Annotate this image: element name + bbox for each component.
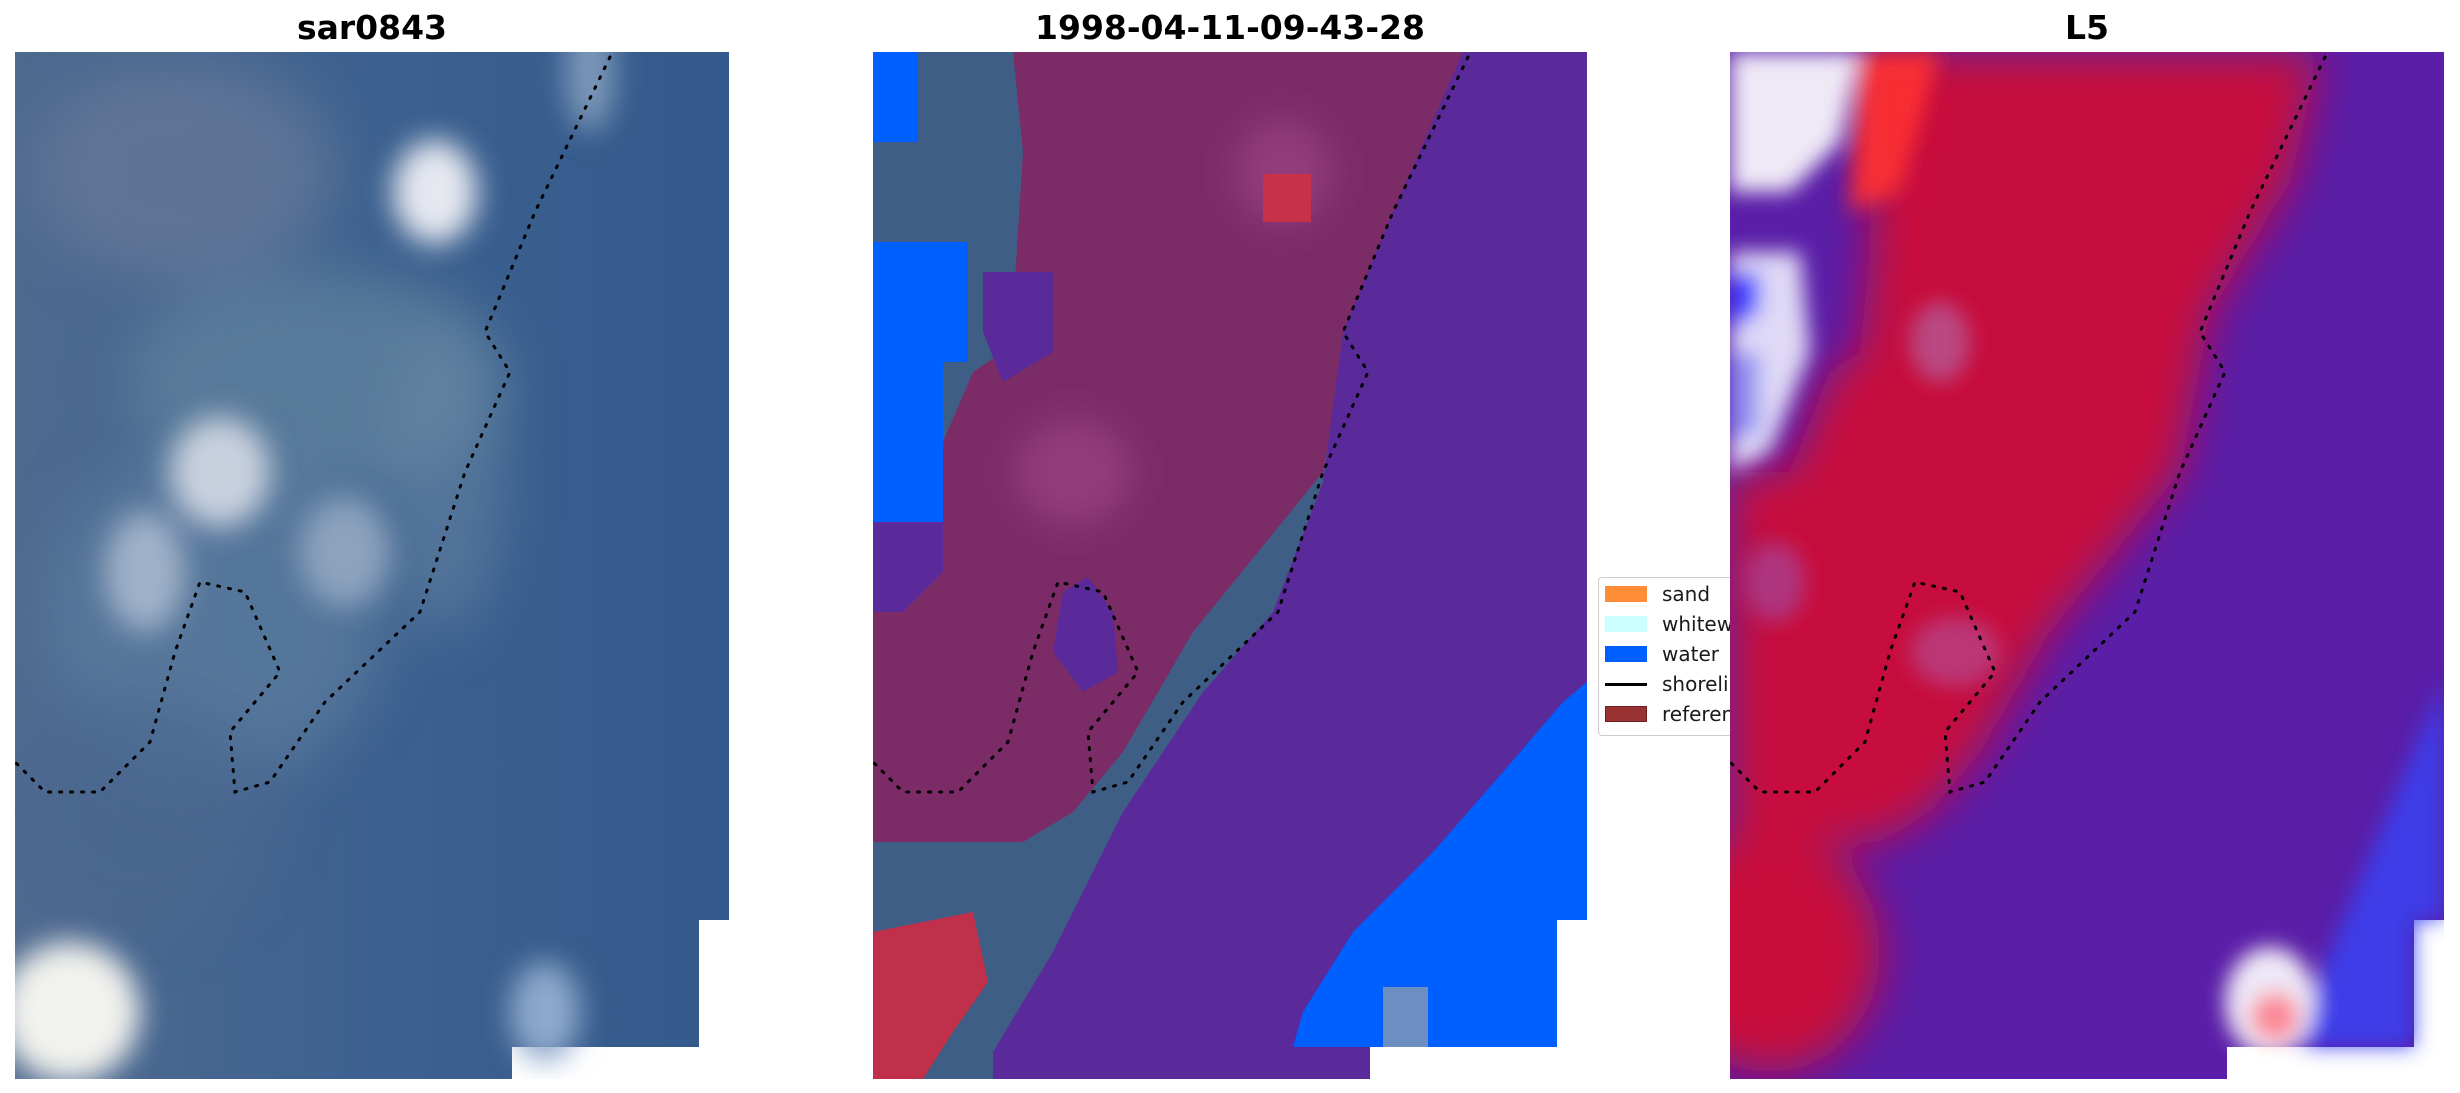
class-water-pocket — [1053, 577, 1118, 692]
legend-item-reference: reference — [1605, 702, 1739, 726]
class-purple-left — [873, 272, 1053, 612]
legend-label-whitewater: whitewater — [1662, 612, 1739, 636]
class-grey-patch — [1383, 987, 1428, 1047]
probability-panel — [1730, 52, 2444, 1079]
legend-swatch-reference — [1605, 706, 1647, 722]
legend-item-shoreline: shoreline — [1605, 672, 1739, 696]
classification-panel — [873, 52, 1587, 1079]
legend-label-water: water — [1662, 642, 1719, 666]
legend-item-water: water — [1605, 642, 1719, 666]
legend-swatch-sand — [1605, 586, 1647, 602]
panel-title-image: sar0843 — [296, 8, 448, 47]
legend-swatch-water — [1605, 646, 1647, 662]
shoreline-dotted — [1730, 55, 2327, 794]
class-water-right — [1293, 682, 1587, 1047]
class-reference-patch — [1263, 174, 1311, 222]
class-red-bottom — [873, 912, 988, 1079]
shoreline-dotted — [15, 55, 612, 794]
satellite-image-panel — [15, 52, 729, 1079]
class-whitewater-sea — [993, 52, 1587, 1079]
panel-title-probability: L5 — [2065, 8, 2109, 47]
legend-swatch-whitewater — [1605, 616, 1647, 632]
class-sand-region — [873, 52, 1463, 842]
legend-line-shoreline — [1605, 682, 1647, 686]
legend: sand whitewater water shoreline referenc… — [1598, 577, 1740, 736]
legend-item-whitewater: whitewater — [1605, 612, 1739, 636]
panel-title-classification: 1998-04-11-09-43-28 — [1035, 8, 1425, 47]
legend-label-sand: sand — [1662, 582, 1711, 606]
legend-label-shoreline: shoreline — [1662, 672, 1739, 696]
legend-label-reference: reference — [1662, 702, 1739, 726]
shoreline-dotted — [873, 55, 1470, 794]
class-water-left — [873, 52, 968, 522]
legend-item-sand: sand — [1605, 582, 1710, 606]
